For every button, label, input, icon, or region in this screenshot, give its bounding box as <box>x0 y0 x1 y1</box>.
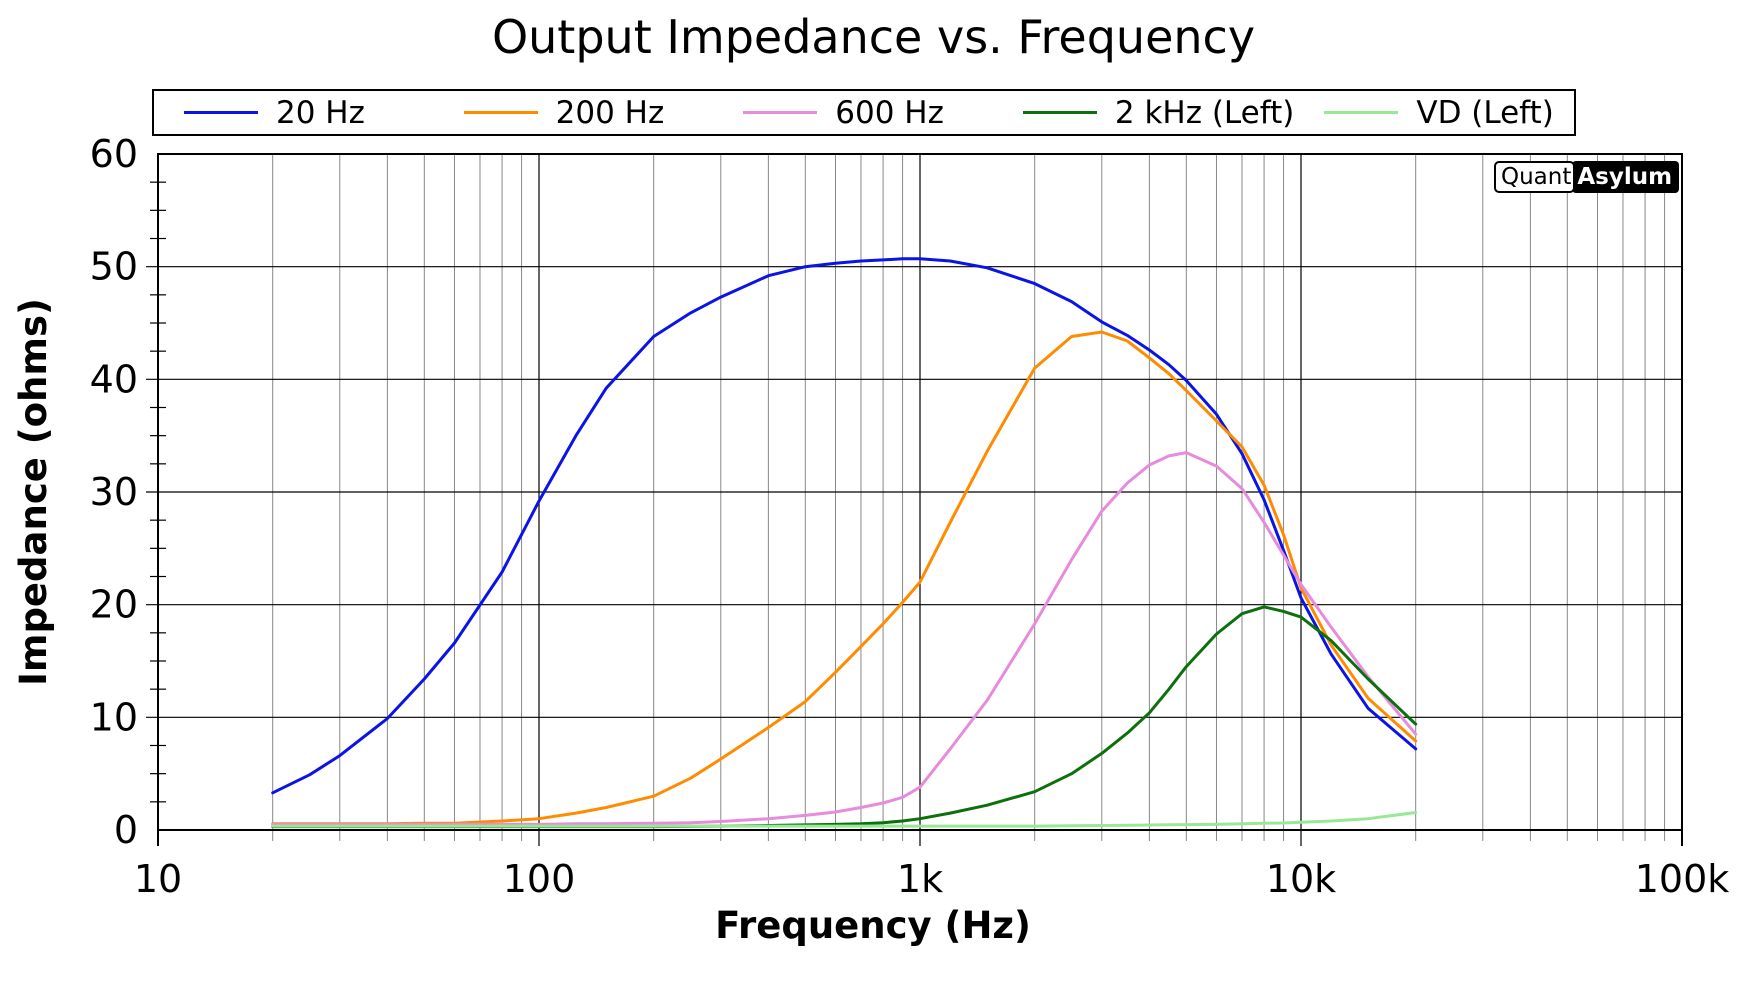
chart-title: Output Impedance vs. Frequency <box>491 10 1256 64</box>
x-tick-label: 10k <box>1266 857 1336 901</box>
quantasylum-logo: Quant Asylum <box>1494 161 1680 193</box>
y-tick-label: 20 <box>90 583 138 627</box>
legend-label-2khz: 2 kHz (Left) <box>1114 94 1295 131</box>
curve-20-hz <box>271 257 1418 795</box>
x-tick-label: 100k <box>1635 857 1730 901</box>
x-tick-label: 1k <box>897 857 943 901</box>
legend-line-swatch-2khz <box>1022 111 1097 114</box>
legend-item-200hz: 200 Hz <box>434 95 714 131</box>
legend-line-swatch-20hz <box>184 111 258 114</box>
x-tick-label: 100 <box>503 857 576 901</box>
legend-label-vd: VD (Left) <box>1416 94 1554 131</box>
legend-line-swatch-vd <box>1324 111 1399 114</box>
y-tick-label: 40 <box>90 357 138 401</box>
legend: 20 Hz 200 Hz 600 Hz 2 kHz (Left) VD (Lef… <box>152 89 1576 136</box>
legend-item-20hz: 20 Hz <box>154 95 434 131</box>
x-tick-label: 10 <box>134 857 182 901</box>
legend-item-2khz: 2 kHz (Left) <box>993 95 1294 131</box>
y-tick-label: 0 <box>114 808 138 852</box>
curve-600-hz <box>271 451 1418 826</box>
legend-item-600hz: 600 Hz <box>713 95 993 131</box>
y-tick-label: 50 <box>90 245 138 289</box>
curve-vd-left- <box>271 811 1418 828</box>
y-axis-title: Impedance (ohms) <box>12 298 55 686</box>
x-axis-title: Frequency (Hz) <box>715 904 1031 947</box>
legend-label-200hz: 200 Hz <box>555 94 665 131</box>
legend-item-vd: VD (Left) <box>1294 95 1574 131</box>
y-tick-label: 10 <box>90 695 138 739</box>
legend-label-600hz: 600 Hz <box>835 94 944 131</box>
curve-200-hz <box>271 330 1418 826</box>
quantasylum-logo-asylum: Asylum <box>1572 161 1680 193</box>
plot-border <box>157 153 1683 831</box>
quantasylum-logo-quant: Quant <box>1494 161 1576 193</box>
legend-label-20hz: 20 Hz <box>276 94 365 131</box>
y-tick-label: 60 <box>90 132 138 176</box>
y-tick-label: 30 <box>90 470 138 514</box>
legend-line-swatch-600hz <box>743 111 818 114</box>
legend-line-swatch-200hz <box>463 111 538 114</box>
